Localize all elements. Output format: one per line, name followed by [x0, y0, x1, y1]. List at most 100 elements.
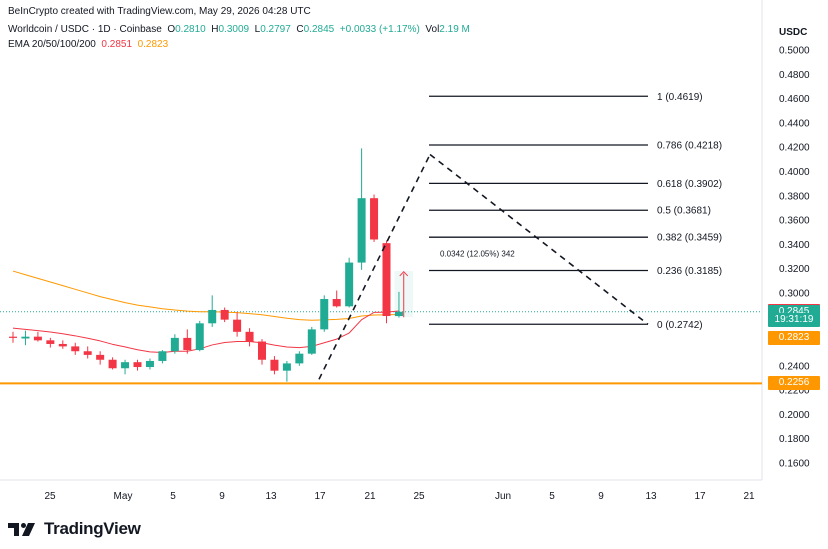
- measure-label: 0.0342 (12.05%) 342: [440, 250, 515, 259]
- candle-body: [245, 331, 254, 342]
- candle-body: [233, 319, 242, 332]
- candle-body: [71, 346, 80, 352]
- candle-body: [258, 341, 266, 360]
- y-tick-label: 0.2200: [779, 386, 810, 397]
- y-tick-label: 0.4200: [779, 143, 810, 154]
- x-tick-label: 13: [265, 491, 277, 502]
- y-tick-label: 0.4400: [779, 118, 810, 129]
- open-label: O: [167, 24, 176, 35]
- ema-legend: EMA 20/50/100/200 0.2851 0.2823: [8, 39, 168, 50]
- candle-body: [83, 351, 92, 355]
- y-tick-label: 0.3600: [779, 216, 810, 227]
- candle-body: [33, 336, 42, 341]
- candle-body: [108, 359, 117, 369]
- y-tick-label: 0.4000: [779, 167, 810, 178]
- volume-label: Vol: [425, 24, 440, 35]
- candle-body: [21, 336, 30, 339]
- candle-body: [133, 362, 142, 368]
- x-tick-label: Jun: [495, 491, 511, 502]
- fib-level-label: 0.5 (0.3681): [657, 206, 711, 217]
- x-tick-label: 21: [743, 491, 755, 502]
- chart-credit: BeInCrypto created with TradingView.com,…: [8, 6, 311, 17]
- symbol-ohlc-legend: Worldcoin / USDC · 1D · Coinbase O0.2810…: [8, 24, 470, 35]
- fib-level-label: 0.618 (0.3902): [657, 179, 722, 190]
- low-value: 0.2797: [260, 24, 291, 35]
- swing-down-dashed-line: [429, 153, 649, 325]
- y-tick-label: 0.4600: [779, 94, 810, 105]
- price-axis-tag: 19:31:19: [768, 312, 820, 327]
- ema50-line: [12, 270, 399, 321]
- candle-body: [307, 329, 316, 354]
- swing-up-dashed-line: [318, 154, 431, 380]
- x-tick-label: 13: [645, 491, 657, 502]
- candle-body: [220, 309, 229, 320]
- price-axis-tag: 0.2256: [768, 376, 820, 391]
- candle-body: [295, 353, 304, 364]
- tradingview-logo: TradingView: [8, 519, 141, 539]
- candle-body: [332, 299, 341, 307]
- y-tick-label: 0.2400: [779, 361, 810, 372]
- y-tick-label: 0.1600: [779, 459, 810, 470]
- candle-body: [345, 262, 354, 307]
- candle-body: [394, 311, 403, 317]
- tradingview-logo-icon: [8, 523, 35, 536]
- candle-body: [282, 363, 291, 371]
- candle-body: [96, 354, 105, 360]
- price-axis-tag: 0.2823: [768, 331, 820, 346]
- ema50-value: 0.2823: [137, 39, 169, 50]
- y-tick-label: 0.3400: [779, 240, 810, 251]
- candle-body: [208, 309, 217, 324]
- high-label: H: [211, 24, 219, 35]
- candle-body: [370, 198, 379, 240]
- measure-arrow-head: [399, 270, 409, 277]
- currency-label: USDC: [779, 27, 808, 38]
- y-tick-label: 0.3200: [779, 264, 810, 275]
- candle-body: [357, 198, 366, 263]
- fib-level-label: 1 (0.4619): [657, 92, 703, 103]
- x-tick-label: 21: [364, 491, 376, 502]
- candle-body: [320, 299, 329, 330]
- candle-body: [158, 351, 167, 361]
- x-tick-label: 25: [44, 491, 56, 502]
- x-tick-label: 9: [219, 491, 225, 502]
- x-tick-label: May: [114, 491, 133, 502]
- candle-body: [270, 359, 279, 371]
- high-value: 0.3009: [218, 24, 250, 35]
- candle-body: [195, 323, 204, 351]
- y-tick-label: 0.2000: [779, 410, 810, 421]
- x-tick-label: 5: [549, 491, 555, 502]
- open-value: 0.2810: [175, 24, 206, 35]
- tradingview-logo-text: TradingView: [44, 519, 141, 538]
- x-tick-label: 17: [314, 491, 326, 502]
- candle-body: [145, 360, 154, 368]
- candle-body: [183, 337, 192, 351]
- close-value: 0.2845: [303, 24, 335, 35]
- symbol-title: Worldcoin / USDC · 1D · Coinbase: [8, 24, 162, 35]
- ema20-value: 0.2851: [101, 39, 133, 50]
- fib-level-label: 0.382 (0.3459): [657, 233, 722, 244]
- candle-body: [121, 362, 130, 369]
- ema-label: EMA 20/50/100/200: [8, 39, 96, 50]
- candle-body: [58, 343, 67, 347]
- low-label: L: [254, 24, 261, 35]
- fib-level-label: 0 (0.2742): [657, 320, 703, 331]
- x-tick-label: 9: [598, 491, 604, 502]
- x-tick-label: 25: [413, 491, 425, 502]
- y-tick-label: 0.3800: [779, 191, 810, 202]
- ema20-line: [12, 310, 399, 353]
- x-tick-label: 5: [170, 491, 176, 502]
- change-value: +0.0033 (+1.17%): [339, 24, 420, 35]
- y-tick-label: 0.1800: [779, 434, 810, 445]
- fib-level-label: 0.786 (0.4218): [657, 140, 722, 151]
- volume-value: 2.19 M: [439, 24, 470, 35]
- candle-body: [382, 243, 391, 317]
- fib-level-label: 0.236 (0.3185): [657, 266, 722, 277]
- candle-body: [170, 337, 179, 352]
- y-tick-label: 0.4800: [779, 70, 810, 81]
- y-tick-label: 0.5000: [779, 46, 810, 57]
- candle-body: [46, 340, 55, 344]
- close-label: C: [296, 24, 304, 35]
- candle-body: [9, 336, 17, 338]
- x-tick-label: 17: [694, 491, 706, 502]
